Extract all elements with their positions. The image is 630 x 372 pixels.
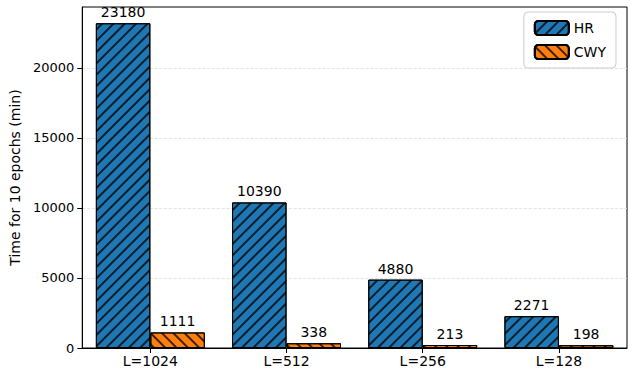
svg-text:4880: 4880	[378, 261, 414, 277]
svg-text:23180: 23180	[101, 4, 146, 20]
svg-text:10000: 10000	[33, 200, 74, 215]
svg-text:2271: 2271	[514, 297, 550, 313]
svg-text:L=256: L=256	[400, 353, 446, 369]
svg-text:198: 198	[573, 326, 600, 342]
svg-text:Time for 10 epochs (min): Time for 10 epochs (min)	[7, 89, 23, 266]
svg-text:338: 338	[300, 324, 327, 340]
svg-text:0: 0	[66, 341, 74, 356]
svg-text:HR: HR	[574, 20, 595, 36]
svg-text:15000: 15000	[33, 130, 74, 145]
svg-text:1111: 1111	[160, 313, 196, 329]
svg-text:5000: 5000	[41, 270, 74, 285]
svg-text:L=1024: L=1024	[123, 353, 178, 369]
svg-text:L=512: L=512	[263, 353, 309, 369]
svg-text:L=128: L=128	[536, 353, 582, 369]
svg-text:10390: 10390	[237, 183, 282, 199]
svg-text:CWY: CWY	[574, 44, 607, 60]
svg-text:20000: 20000	[33, 60, 74, 75]
svg-text:213: 213	[437, 326, 464, 342]
